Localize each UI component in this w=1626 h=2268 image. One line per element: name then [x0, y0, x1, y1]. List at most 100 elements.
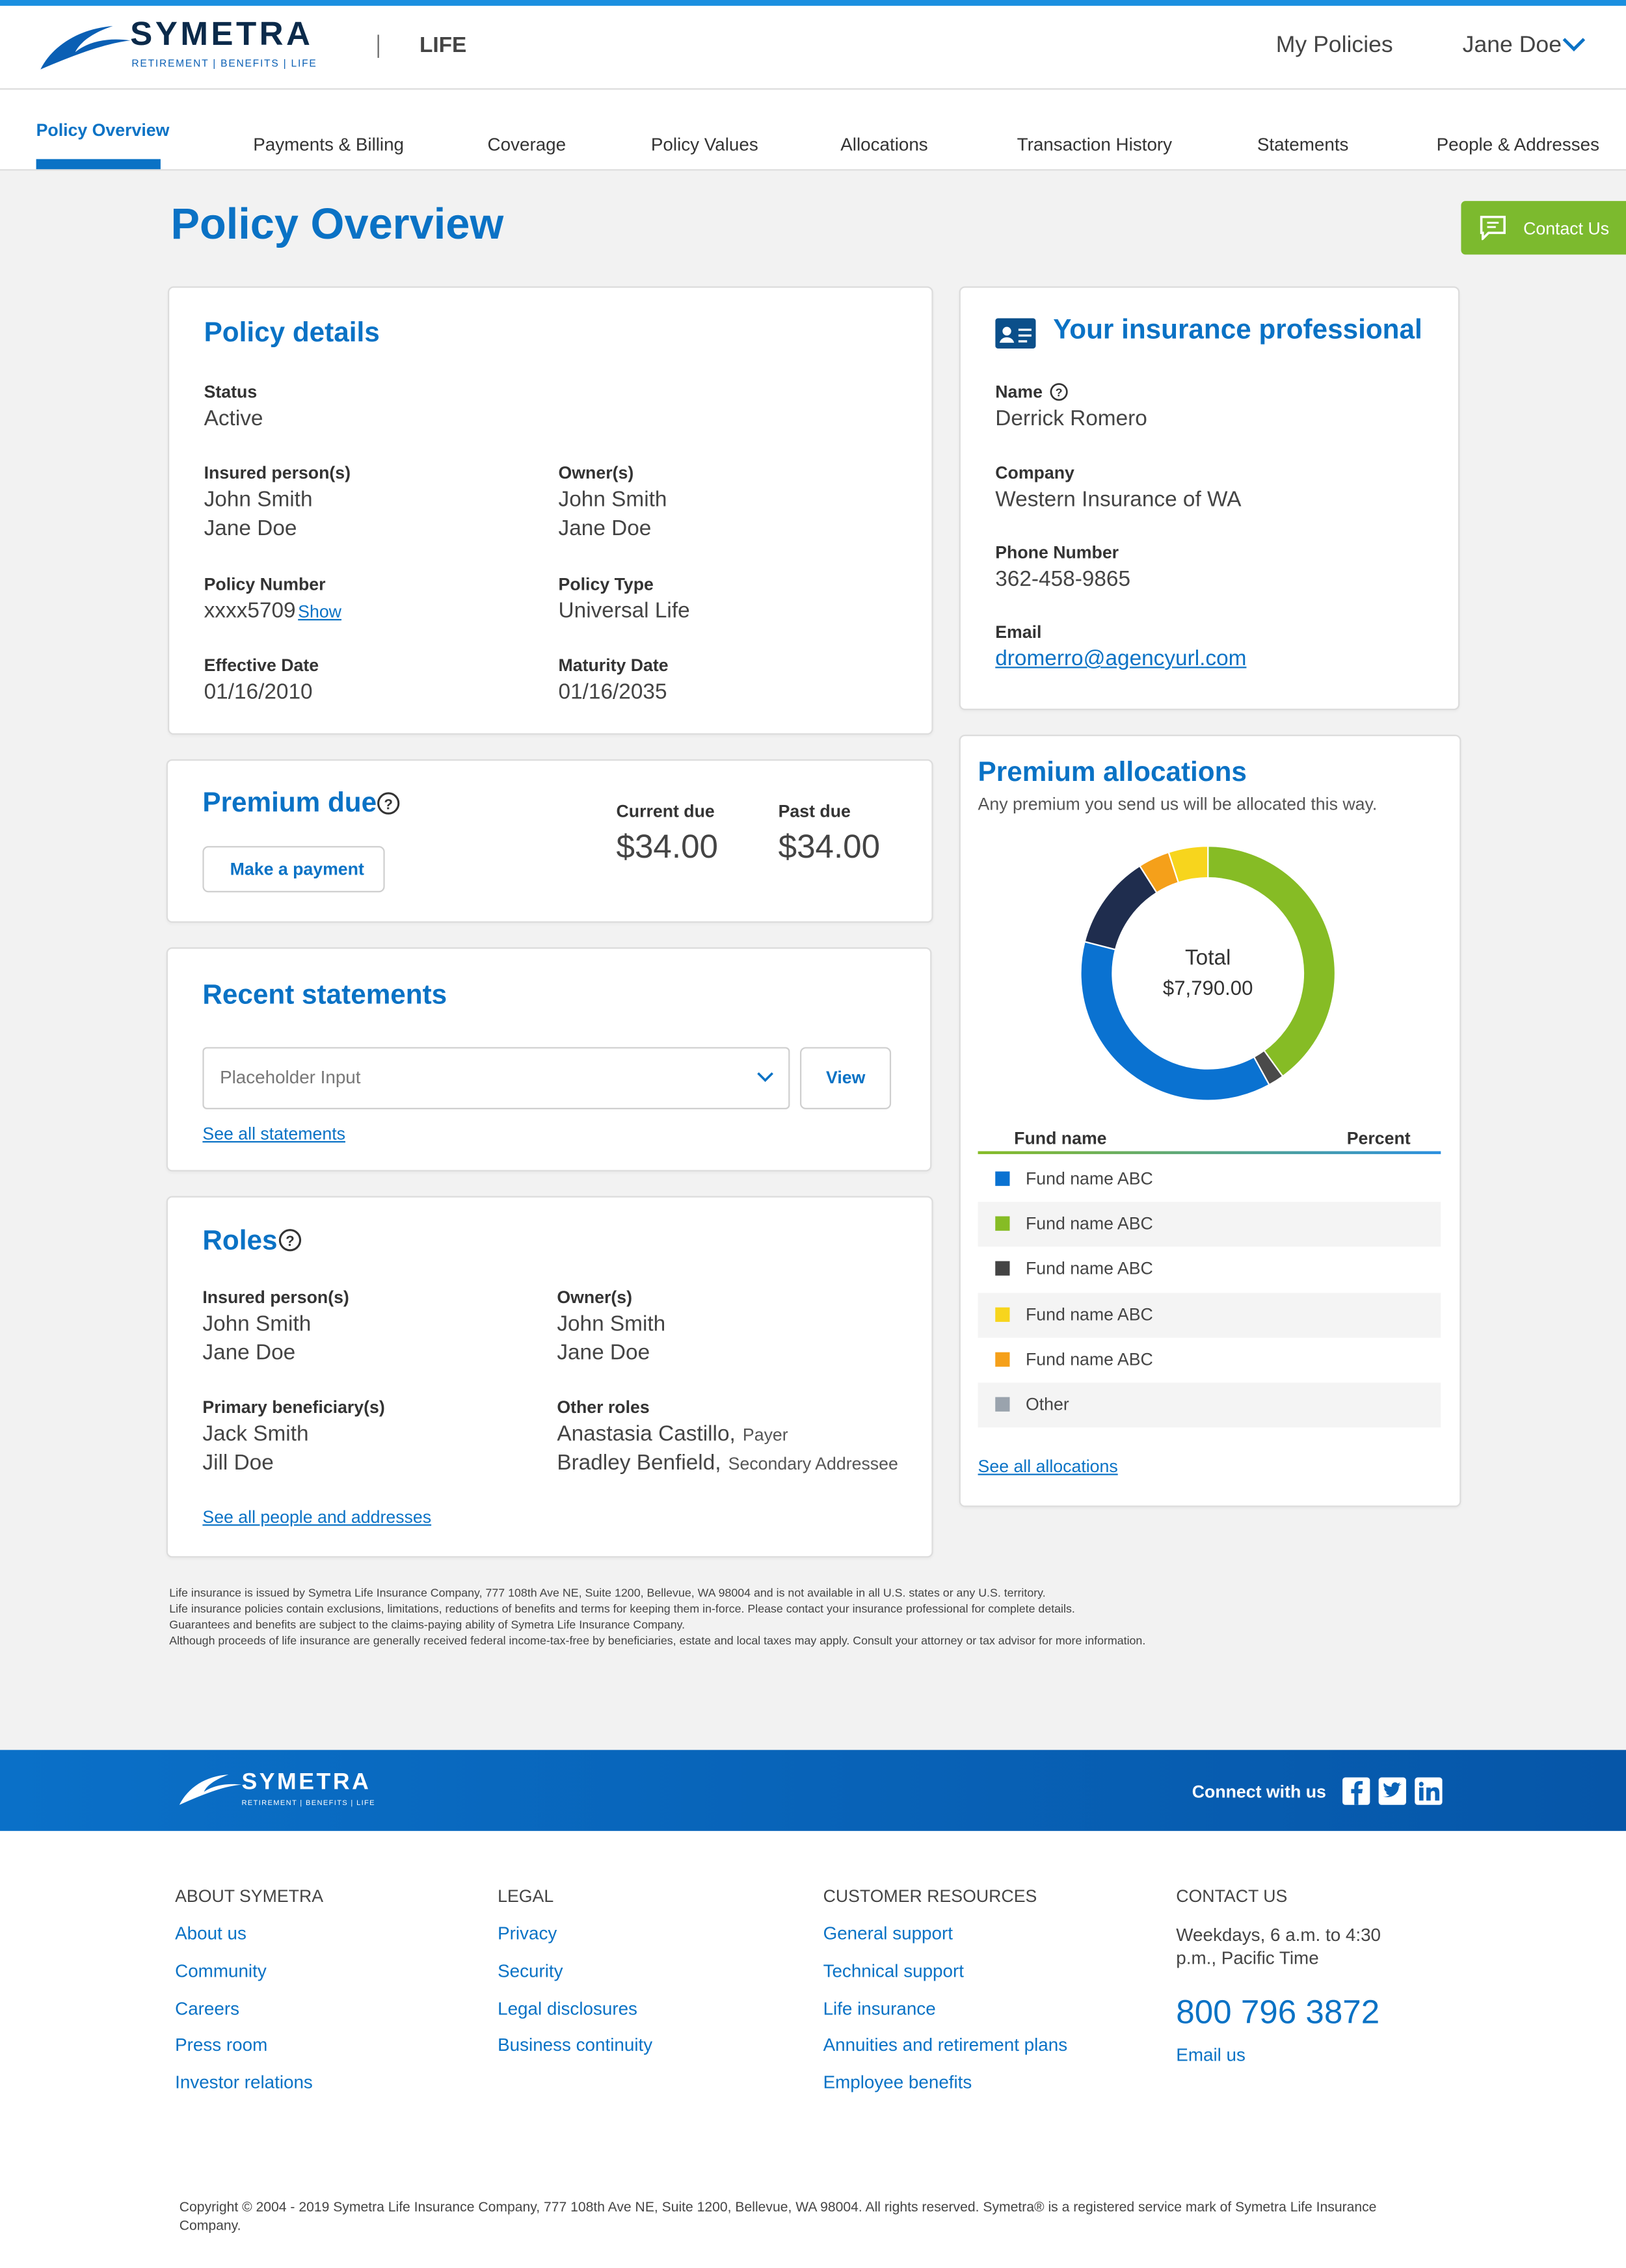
link[interactable]: See all allocations — [978, 1456, 1118, 1477]
field-label: Policy Type — [558, 574, 654, 595]
statement-select[interactable] — [202, 1047, 790, 1109]
disclaimer-line: Although proceeds of life insurance are … — [169, 1634, 1146, 1648]
field-value: John Smith — [202, 1312, 312, 1337]
footer-logo-text[interactable]: SYMETRA — [241, 1770, 371, 1795]
fund-name: Other — [1025, 1394, 1069, 1415]
role-name: Bradley Benfield, — [557, 1450, 721, 1475]
footer-link[interactable]: Technical support — [823, 1960, 964, 1981]
footer-link[interactable]: Email us — [1176, 2045, 1246, 2066]
footer-link[interactable]: Privacy — [498, 1923, 557, 1944]
table-header: Percent — [1346, 1127, 1411, 1149]
donut-segment — [1080, 940, 1271, 1101]
footer-link[interactable]: Legal disclosures — [498, 1998, 637, 2019]
field-label: Past due — [778, 801, 851, 822]
footer-link[interactable]: About us — [175, 1923, 247, 1944]
footer-link[interactable]: Careers — [175, 1998, 240, 2019]
field-value: Jane Doe — [202, 1340, 296, 1365]
fund-swatch — [995, 1397, 1010, 1412]
link[interactable]: See all statements — [202, 1124, 345, 1144]
fund-name: Fund name ABC — [1025, 1168, 1153, 1189]
tab[interactable]: Payments & Billing — [253, 134, 405, 155]
select-placeholder[interactable]: Placeholder Input — [220, 1067, 361, 1088]
field-value: John Smith — [558, 487, 667, 512]
tab[interactable]: Allocations — [840, 134, 928, 155]
select-chevron — [757, 1072, 773, 1082]
fund-swatch — [995, 1352, 1010, 1367]
footer-link[interactable]: Press room — [175, 2035, 268, 2056]
phone-number[interactable]: 800 796 3872 — [1176, 1992, 1380, 2031]
footer-link[interactable]: Annuities and retirement plans — [823, 2035, 1068, 2056]
amount: $34.00 — [778, 827, 881, 865]
field-label: Primary beneficiary(s) — [202, 1397, 385, 1418]
contact-button-label[interactable]: Contact Us — [1523, 218, 1610, 239]
svg-text:?: ? — [384, 796, 393, 812]
footer-link[interactable]: Investor relations — [175, 2072, 313, 2093]
help-icon[interactable]: ? — [278, 1228, 302, 1252]
field-value: Jane Doe — [558, 516, 652, 541]
donut-segment — [1084, 865, 1158, 951]
tab-active[interactable]: Policy Overview — [36, 120, 170, 140]
email-link[interactable]: dromerro@agencyurl.com — [995, 646, 1247, 672]
field-value: xxxx5709 — [204, 598, 296, 624]
link[interactable]: See all people and addresses — [202, 1507, 432, 1527]
card-title: Your insurance professional — [1053, 315, 1422, 346]
field-label: Name — [995, 382, 1043, 402]
donut-center-value: $7,790.00 — [1162, 976, 1253, 999]
role-name: Anastasia Castillo, — [557, 1421, 736, 1447]
field-value: Active — [204, 406, 263, 431]
field-label: Owner(s) — [558, 462, 634, 483]
view-button[interactable] — [799, 1047, 892, 1109]
table-header-rule — [978, 1151, 1441, 1154]
my-policies-link[interactable]: My Policies — [1275, 33, 1393, 58]
tabs-border — [0, 169, 1626, 171]
field-label: Insured person(s) — [204, 462, 351, 483]
field-label: Current due — [616, 801, 715, 822]
fund-name: Fund name ABC — [1025, 1213, 1153, 1234]
footer-link[interactable]: Business continuity — [498, 2035, 653, 2056]
tab[interactable]: Statements — [1257, 134, 1349, 155]
card-title: Policy details — [204, 318, 380, 349]
donut-chart — [1080, 845, 1337, 1101]
footer-link[interactable]: Employee benefits — [823, 2072, 972, 2093]
donut-center-label: Total — [1184, 945, 1231, 971]
user-chevron[interactable] — [1562, 38, 1586, 52]
logo-text[interactable]: SYMETRA — [130, 14, 313, 53]
footer-link[interactable]: Community — [175, 1960, 267, 1981]
tab[interactable]: Policy Values — [650, 134, 758, 155]
disclaimer-line: Life insurance policies contain exclusio… — [169, 1602, 1075, 1616]
help-icon[interactable]: ? — [376, 791, 401, 816]
tab[interactable]: Coverage — [487, 134, 566, 155]
button-label[interactable]: View — [826, 1067, 866, 1088]
social-icons[interactable] — [1342, 1777, 1446, 1806]
card-subtitle: Any premium you send us will be allocate… — [978, 794, 1378, 815]
header-border — [0, 88, 1626, 90]
footer-link[interactable]: Life insurance — [823, 1998, 936, 2019]
field-value: 362-458-9865 — [995, 566, 1131, 592]
footer-logo-tagline: RETIREMENT | BENEFITS | LIFE — [241, 1799, 375, 1808]
field-label: Owner(s) — [557, 1287, 633, 1308]
footer-link[interactable]: General support — [823, 1923, 953, 1944]
policy-details-card — [168, 286, 933, 735]
help-icon[interactable]: ? — [1049, 382, 1069, 402]
card-title: Premium allocations — [978, 758, 1247, 789]
tab[interactable]: People & Addresses — [1436, 134, 1600, 155]
user-menu[interactable]: Jane Doe — [1462, 33, 1562, 58]
button-label[interactable]: Make a payment — [230, 859, 364, 880]
tab[interactable]: Transaction History — [1017, 134, 1173, 155]
field-value: Jack Smith — [202, 1421, 309, 1447]
logo-swoosh — [40, 26, 131, 70]
top-accent — [0, 0, 1626, 6]
row-shade — [978, 1292, 1441, 1338]
footer-heading: LEGAL — [498, 1886, 554, 1906]
field-value: John Smith — [204, 487, 313, 512]
make-payment-button[interactable] — [202, 846, 385, 893]
footer-link[interactable]: Security — [498, 1960, 563, 1981]
show-link[interactable]: Show — [298, 601, 341, 622]
fund-swatch — [995, 1171, 1010, 1186]
card-title: Roles — [202, 1226, 278, 1257]
field-label: Email — [995, 622, 1042, 642]
field-value: Universal Life — [558, 598, 690, 624]
